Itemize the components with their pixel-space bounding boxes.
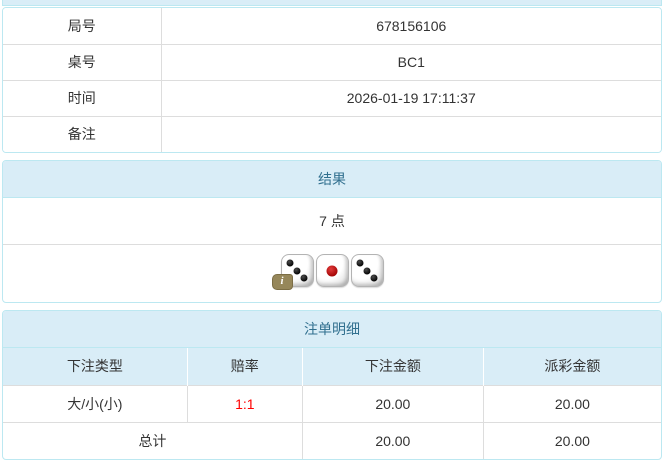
die-2 [315,254,349,287]
bets-header-row: 下注类型 赔率 下注金额 派彩金额 [3,348,661,385]
table-row: 桌号 BC1 [3,44,661,81]
time-value: 2026-01-19 17:11:37 [161,80,661,117]
die-face-3 [350,254,384,287]
cropped-panel-heading [2,0,662,6]
total-payout-amount: 20.00 [482,422,661,459]
column-header-payout-amount: 派彩金额 [482,348,661,385]
table-row: 时间 2026-01-19 17:11:37 [3,80,661,117]
table-number-value: BC1 [161,44,661,81]
result-panel: 结果 7 点 i [2,160,662,303]
bet-row: 大/小(小) 1:1 20.00 20.00 [3,385,661,422]
time-label: 时间 [3,80,162,117]
column-header-bet-amount: 下注金额 [301,348,484,385]
column-header-bet-type: 下注类型 [66,358,123,375]
table-row: 局号 678156106 [3,8,661,45]
dice-group: i [271,254,385,290]
table-row: 备注 [3,116,661,152]
payout-amount: 20.00 [482,385,661,422]
remark-label: 备注 [3,116,162,152]
die-dot [363,267,371,274]
die-3 [350,254,384,287]
total-row: 总计 20.00 20.00 [3,422,661,459]
result-panel-title: 结果 [3,161,661,198]
column-header-odds: 赔率 [186,348,303,385]
die-dot [300,274,307,282]
bets-panel-title: 注单明细 [3,311,661,348]
round-info-table: 局号 678156106 桌号 BC1 时间 2026-01-19 17:11:… [3,8,661,152]
table-number-label: 桌号 [3,44,162,81]
bet-amount: 20.00 [301,385,484,422]
die-face-1 [315,254,349,287]
die-dot [293,267,301,274]
total-label: 总计 [138,432,167,449]
bet-type: 大/小(小) [67,395,123,412]
bet-detail-table: 下注类型 赔率 下注金额 派彩金额 大/小(小) 1:1 20.00 20.00… [3,348,661,459]
die-dot [286,259,294,267]
result-points: 7 点 [3,198,661,245]
die-dot [356,259,364,267]
dice-row: i [3,245,661,302]
info-icon[interactable]: i [271,274,293,290]
round-number-label: 局号 [3,8,162,45]
bets-panel: 注单明细 下注类型 赔率 下注金额 派彩金额 大/小(小) 1:1 20.00 … [2,310,662,460]
die-dot [370,274,377,282]
total-bet-amount: 20.00 [301,422,484,459]
round-info-panel: 局号 678156106 桌号 BC1 时间 2026-01-19 17:11:… [2,7,662,153]
remark-value [161,116,661,152]
die-1: i [271,254,314,290]
die-dot [326,265,338,276]
bet-odds: 1:1 [186,385,303,422]
round-number-value: 678156106 [161,8,661,45]
